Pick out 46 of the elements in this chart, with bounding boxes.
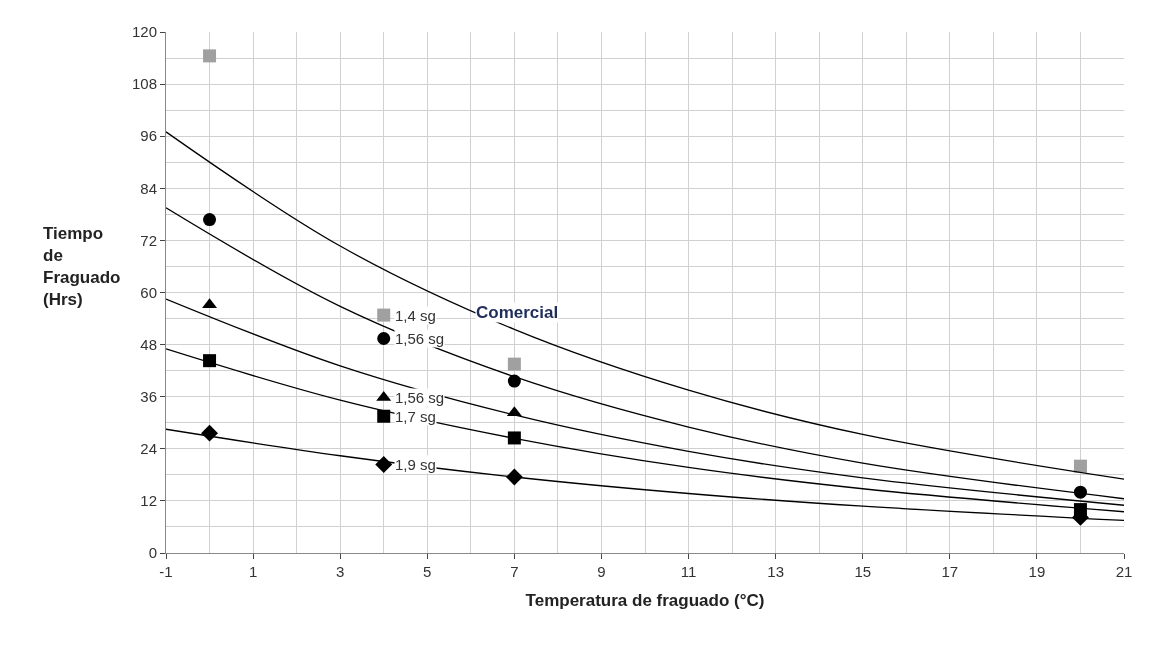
x-tick-label: 3 [336, 563, 345, 580]
x-tick-label: -1 [159, 563, 173, 580]
annotation: Comercial [476, 303, 559, 322]
x-tick-label: 17 [941, 563, 959, 580]
series-label: 1,56 sg [395, 330, 445, 347]
y-tick-label: 120 [131, 23, 157, 41]
x-tick-label: 13 [767, 563, 784, 580]
series-label: 1,7 sg [395, 408, 436, 425]
series-label: 1,9 sg [395, 456, 436, 473]
line-series [166, 207, 1124, 500]
point [203, 354, 217, 368]
x-tick-label: 11 [680, 563, 697, 580]
x-tick-label: 21 [1115, 563, 1133, 580]
point [507, 431, 521, 445]
y-tick-label: 84 [140, 179, 157, 197]
y-tick-label: 108 [131, 75, 157, 93]
point [507, 374, 521, 388]
x-tick-label: 7 [510, 563, 519, 580]
point [203, 49, 217, 63]
point [201, 424, 218, 442]
point [377, 409, 391, 423]
x-tick-label: 15 [854, 563, 872, 580]
series-label: 1,56 sg [395, 389, 445, 406]
y-tick-label: 96 [140, 127, 157, 145]
y-tick-label: 72 [140, 231, 157, 249]
y-tick-label: 48 [140, 335, 157, 353]
y-tick-label: 12 [140, 492, 157, 510]
line-series [166, 131, 1124, 480]
point [375, 455, 393, 473]
series-label: 1,4 sg [395, 307, 436, 324]
point [377, 308, 391, 322]
point [1073, 459, 1087, 473]
y-tick-label: 24 [140, 440, 157, 458]
x-tick-label: 9 [597, 563, 606, 580]
line-series [166, 428, 1124, 522]
x-tick-label: 19 [1028, 563, 1046, 580]
y-axis-title: Tiempo de Fraguado (Hrs) [43, 224, 121, 310]
y-tick-label: 60 [140, 283, 157, 301]
y-tick-label: 0 [148, 544, 157, 562]
point [507, 357, 521, 371]
x-tick-label: 5 [423, 563, 432, 580]
y-tick-label: 36 [140, 387, 157, 405]
point [377, 332, 391, 346]
x-axis-title: Temperatura de fraguado (°C) [525, 591, 765, 611]
x-tick-label: 1 [248, 563, 258, 580]
point [203, 213, 217, 227]
